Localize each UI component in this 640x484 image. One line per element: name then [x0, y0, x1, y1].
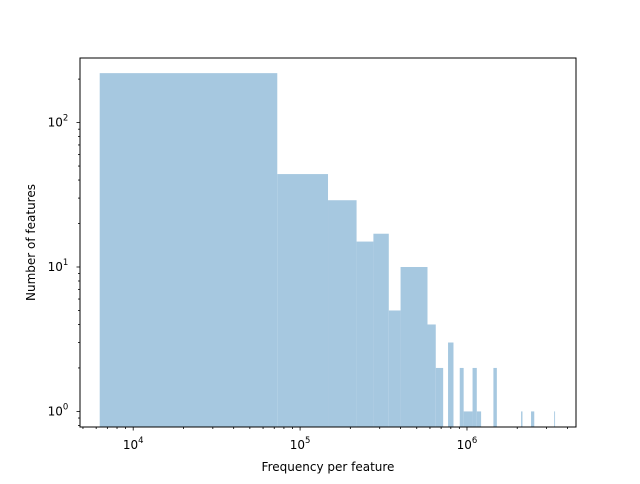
- histogram-bar: [435, 367, 444, 427]
- histogram-bar: [373, 233, 389, 427]
- histogram-bar: [448, 342, 454, 427]
- histogram-bar: [472, 367, 477, 427]
- histogram-bar: [459, 367, 464, 427]
- histogram-bar: [400, 267, 428, 427]
- histogram-bar: [388, 310, 401, 427]
- histogram-bar: [427, 324, 436, 427]
- histogram-bar: [99, 73, 278, 427]
- histogram-bar: [328, 200, 357, 427]
- histogram-bar: [521, 411, 523, 427]
- plot-frame: [79, 57, 577, 428]
- y-axis-label: Number of features: [24, 184, 38, 301]
- histogram-bar: [493, 367, 497, 427]
- histogram-bar: [463, 411, 473, 427]
- histogram-bar: [554, 411, 556, 427]
- histogram-bar: [476, 411, 482, 427]
- histogram-bar: [531, 411, 535, 427]
- x-axis-label: Frequency per feature: [262, 460, 395, 474]
- histogram-bar: [277, 174, 329, 427]
- histogram-bar: [356, 241, 374, 427]
